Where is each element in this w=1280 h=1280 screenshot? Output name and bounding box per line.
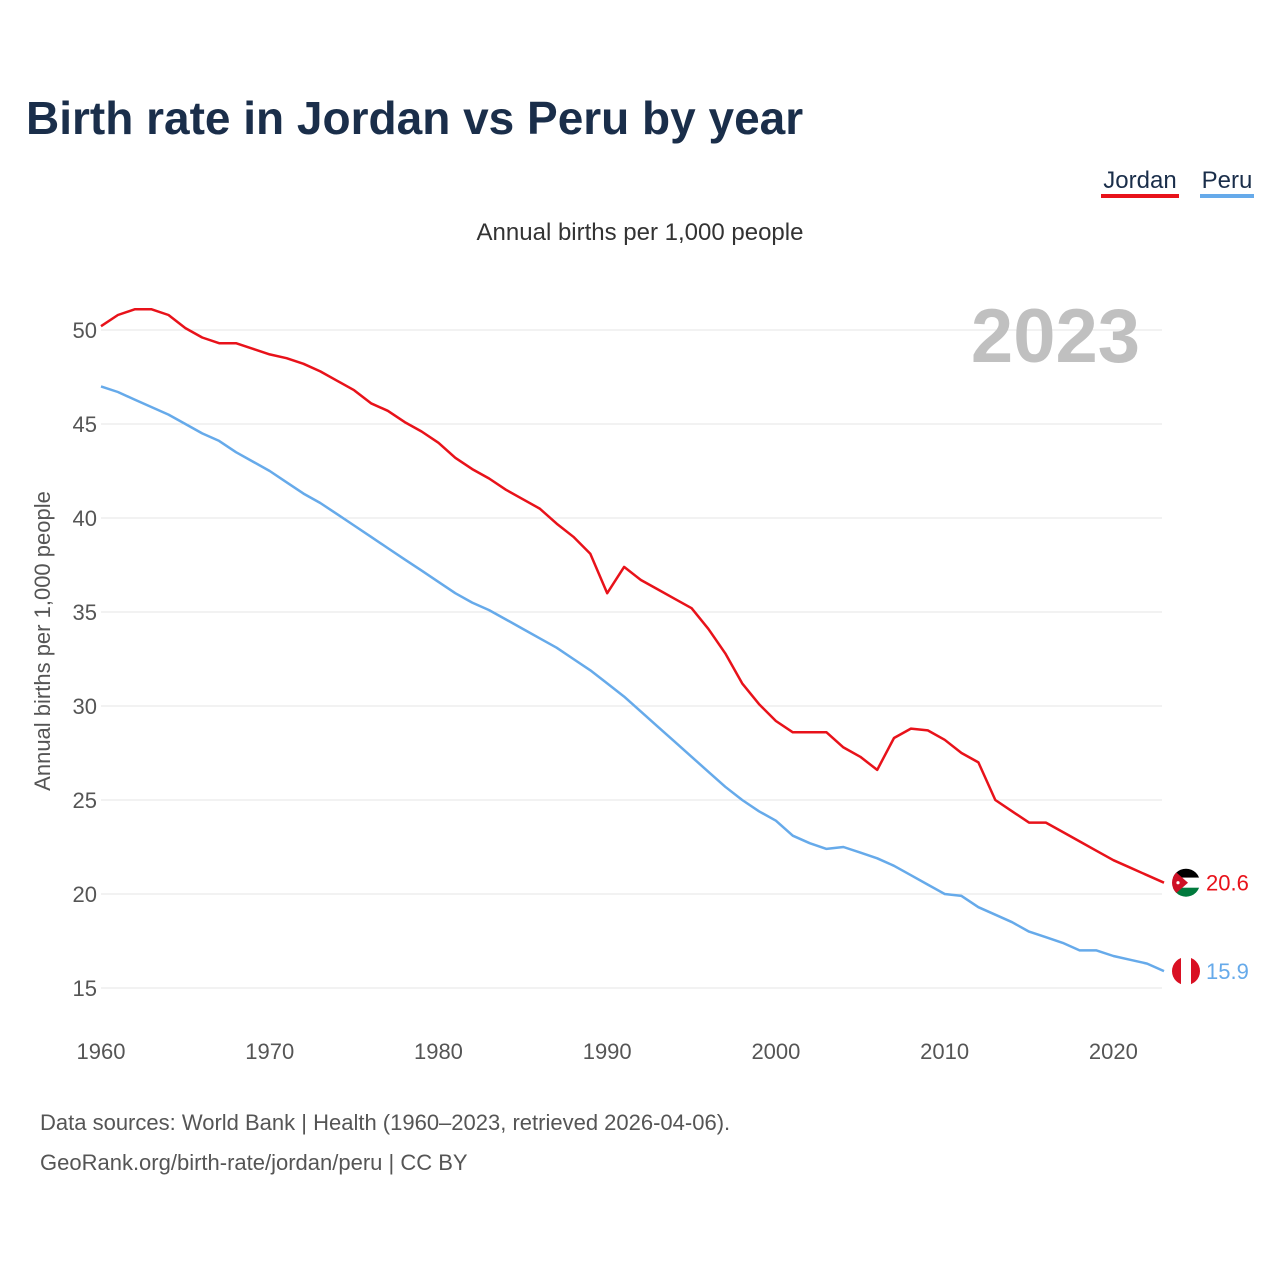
chart-title: Birth rate in Jordan vs Peru by year (26, 92, 803, 144)
x-tick-label: 1960 (77, 1039, 126, 1064)
series-line-jordan (100, 308, 1165, 884)
legend: Jordan Peru (1101, 167, 1254, 198)
x-tick-label: 1980 (414, 1039, 463, 1064)
source-line-1: Data sources: World Bank | Health (1960–… (40, 1110, 730, 1135)
x-tick-label: 2020 (1089, 1039, 1138, 1064)
series-line-peru (100, 385, 1165, 973)
y-tick-label: 20 (73, 882, 97, 907)
legend-label-jordan[interactable]: Jordan (1103, 167, 1176, 194)
legend-item-jordan[interactable]: Jordan (1101, 167, 1179, 198)
legend-swatch-peru (1200, 194, 1254, 198)
legend-label-peru[interactable]: Peru (1202, 167, 1253, 194)
y-axis-ticks: 15 20 25 30 35 40 45 50 (73, 318, 97, 1001)
end-label-peru: 15.9 (1206, 959, 1249, 984)
peru-flag-icon (1172, 957, 1200, 986)
gridlines (101, 329, 1162, 989)
jordan-flag-icon (1172, 868, 1200, 897)
y-tick-label: 15 (73, 976, 97, 1001)
highlight-year-label: 2023 (971, 294, 1140, 379)
chart-subtitle: Annual births per 1,000 people (477, 219, 804, 246)
x-tick-label: 2010 (920, 1039, 969, 1064)
y-tick-label: 35 (73, 600, 97, 625)
flags (1172, 868, 1200, 986)
y-axis-label: Annual births per 1,000 people (30, 491, 55, 791)
x-tick-label: 2000 (751, 1039, 800, 1064)
y-tick-label: 25 (73, 788, 97, 813)
x-tick-label: 1970 (245, 1039, 294, 1064)
series-lines (100, 308, 1165, 973)
y-tick-label: 45 (73, 412, 97, 437)
y-tick-label: 50 (73, 318, 97, 343)
y-tick-label: 30 (73, 694, 97, 719)
legend-item-peru[interactable]: Peru (1200, 167, 1254, 198)
y-tick-label: 40 (73, 506, 97, 531)
x-tick-label: 1990 (583, 1039, 632, 1064)
source-line-2[interactable]: GeoRank.org/birth-rate/jordan/peru | CC … (40, 1150, 468, 1175)
legend-swatch-jordan (1101, 194, 1179, 198)
end-label-jordan: 20.6 (1206, 871, 1249, 896)
x-axis-ticks: 1960 1970 1980 1990 2000 2010 2020 (77, 1039, 1138, 1064)
